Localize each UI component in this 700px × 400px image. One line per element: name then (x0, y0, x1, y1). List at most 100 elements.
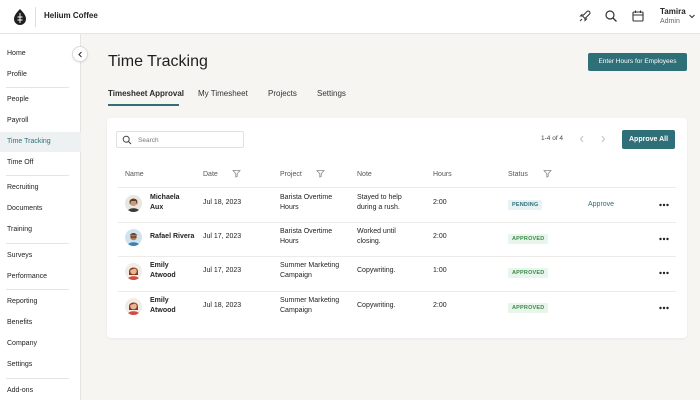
chevron-left-icon[interactable] (578, 134, 586, 144)
column-header-hours: Hours (433, 171, 452, 178)
sidebar-item-payroll[interactable]: Payroll (7, 117, 29, 124)
sidebar-item-training[interactable]: Training (7, 226, 33, 233)
pagination-count: 1-4 of 4 (541, 135, 564, 142)
column-header-date[interactable]: Date (203, 171, 218, 178)
tab-settings[interactable]: Settings (317, 89, 346, 98)
search-icon (122, 135, 132, 145)
project-cell: Summer Marketing (280, 297, 340, 304)
column-header-note: Note (357, 171, 372, 178)
status-badge: APPROVED (508, 268, 549, 278)
filter-icon[interactable] (543, 169, 552, 178)
chevron-left-icon (78, 51, 82, 58)
collapse-sidebar-button[interactable] (72, 46, 88, 62)
row-divider (118, 291, 676, 292)
approve-button[interactable]: Approve (588, 201, 615, 208)
employee-name: Aux (150, 204, 164, 211)
sidebar-item-company[interactable]: Company (7, 340, 37, 347)
active-tab-indicator (108, 104, 179, 106)
sidebar-divider (6, 87, 69, 88)
hours-cell: 1:00 (433, 267, 447, 274)
project-cell: Campaign (280, 272, 312, 279)
column-header-name[interactable]: Name (125, 171, 144, 178)
sidebar-divider (6, 243, 69, 244)
logo-icon[interactable] (12, 8, 28, 26)
user-name: Tamira (660, 7, 686, 16)
table-row[interactable] (118, 290, 676, 322)
hours-cell: 2:00 (433, 233, 447, 240)
sidebar-item-reporting[interactable]: Reporting (7, 298, 38, 305)
sidebar-item-add-ons[interactable]: Add-ons (7, 387, 34, 394)
avatar (125, 298, 142, 315)
note-cell: Copywriting. (357, 302, 396, 309)
user-role: Admin (660, 18, 680, 25)
project-cell: Campaign (280, 307, 312, 314)
tab-projects[interactable]: Projects (268, 89, 297, 98)
row-divider (118, 256, 676, 257)
avatar (125, 229, 142, 246)
timesheet-card (107, 118, 687, 338)
tab-timesheet-approval[interactable]: Timesheet Approval (108, 89, 185, 98)
avatar (125, 195, 142, 212)
project-cell: Barista Overtime (280, 228, 333, 235)
sidebar-item-settings[interactable]: Settings (7, 361, 33, 368)
hours-cell: 2:00 (433, 199, 447, 206)
sidebar-item-documents[interactable]: Documents (7, 205, 43, 212)
note-cell: closing. (357, 238, 381, 245)
tab-my-timesheet[interactable]: My Timesheet (198, 89, 248, 98)
more-options-icon[interactable] (659, 306, 669, 310)
sidebar-divider (6, 289, 69, 290)
employee-name: Rafael Rivera (150, 233, 195, 240)
employee-name: Michaela (150, 194, 180, 201)
brand-divider (35, 7, 36, 27)
project-cell: Summer Marketing (280, 262, 340, 269)
more-options-icon[interactable] (659, 271, 669, 275)
status-badge: APPROVED (508, 234, 549, 244)
project-cell: Hours (280, 238, 299, 245)
sidebar-item-time-tracking[interactable]: Time Tracking (0, 132, 81, 152)
chevron-right-icon[interactable] (599, 134, 607, 144)
sidebar-item-performance[interactable]: Performance (7, 273, 48, 280)
search-icon[interactable] (604, 9, 618, 23)
calendar-icon[interactable] (631, 9, 645, 23)
sidebar-item-time-off[interactable]: Time Off (7, 159, 34, 166)
more-options-icon[interactable] (659, 203, 669, 207)
date-cell: Jul 17, 2023 (203, 233, 242, 240)
company-name: Helium Coffee (44, 11, 98, 20)
column-header-status[interactable]: Status (508, 171, 528, 178)
search-input[interactable] (138, 135, 238, 145)
filter-icon[interactable] (232, 169, 241, 178)
sidebar-item-benefits[interactable]: Benefits (7, 319, 33, 326)
date-cell: Jul 17, 2023 (203, 267, 242, 274)
status-badge: PENDING (508, 200, 543, 210)
sidebar-item-people[interactable]: People (7, 96, 29, 103)
note-cell: Stayed to help (357, 194, 402, 201)
sidebar-item-surveys[interactable]: Surveys (7, 252, 33, 259)
note-cell: during a rush. (357, 204, 400, 211)
sidebar-item-home[interactable]: Home (7, 50, 26, 57)
avatar (125, 263, 142, 280)
employee-name: Atwood (150, 272, 176, 279)
sidebar (0, 34, 81, 400)
table-row[interactable] (118, 221, 676, 253)
user-menu[interactable]: Tamira Admin (660, 7, 686, 27)
sidebar-item-profile[interactable]: Profile (7, 71, 27, 78)
search-box[interactable] (116, 131, 244, 148)
date-cell: Jul 18, 2023 (203, 199, 242, 206)
sidebar-divider (6, 378, 69, 379)
date-cell: Jul 18, 2023 (203, 302, 242, 309)
rocket-icon[interactable] (578, 9, 592, 23)
column-header-project[interactable]: Project (280, 171, 302, 178)
enter-hours-button[interactable]: Enter Hours for Employees (588, 53, 687, 71)
sidebar-item-recruiting[interactable]: Recruiting (7, 184, 39, 191)
note-cell: Worked until (357, 228, 396, 235)
hours-cell: 2:00 (433, 302, 447, 309)
filter-icon[interactable] (316, 169, 325, 178)
chevron-down-icon[interactable] (688, 12, 696, 20)
more-options-icon[interactable] (659, 237, 669, 241)
project-cell: Hours (280, 204, 299, 211)
page-title: Time Tracking (108, 53, 208, 70)
top-bar: Helium Coffee Tamira Admin (0, 0, 700, 34)
table-row[interactable] (118, 255, 676, 287)
approve-all-button[interactable]: Approve All (622, 130, 675, 149)
status-badge: APPROVED (508, 303, 549, 313)
